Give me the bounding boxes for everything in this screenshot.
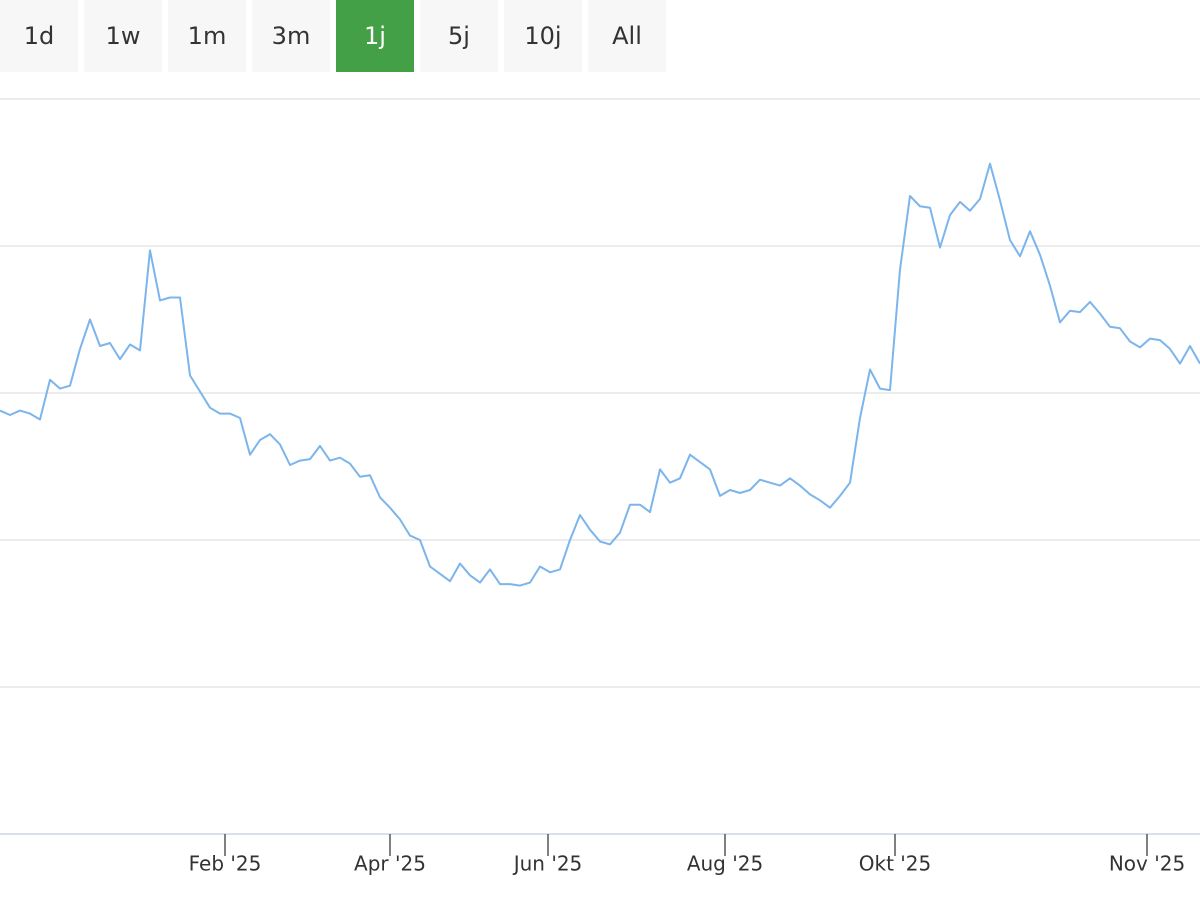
x-tick-label: Apr '25 (354, 852, 426, 876)
x-tick-label: Nov '25 (1109, 852, 1185, 876)
range-button[interactable]: All (588, 0, 666, 72)
x-tick-label: Feb '25 (189, 852, 262, 876)
range-button[interactable]: 3m (252, 0, 330, 72)
range-button[interactable]: 1m (168, 0, 246, 72)
range-button[interactable]: 1d (0, 0, 78, 72)
range-button[interactable]: 10j (504, 0, 582, 72)
x-tick-label: Aug '25 (687, 852, 763, 876)
range-button[interactable]: 5j (420, 0, 498, 72)
range-button[interactable]: 1w (84, 0, 162, 72)
price-line (0, 162, 1200, 587)
range-button[interactable]: 1j (336, 0, 414, 72)
x-tick-label: Okt '25 (859, 852, 931, 876)
x-tick-label: Jun '25 (512, 852, 583, 876)
